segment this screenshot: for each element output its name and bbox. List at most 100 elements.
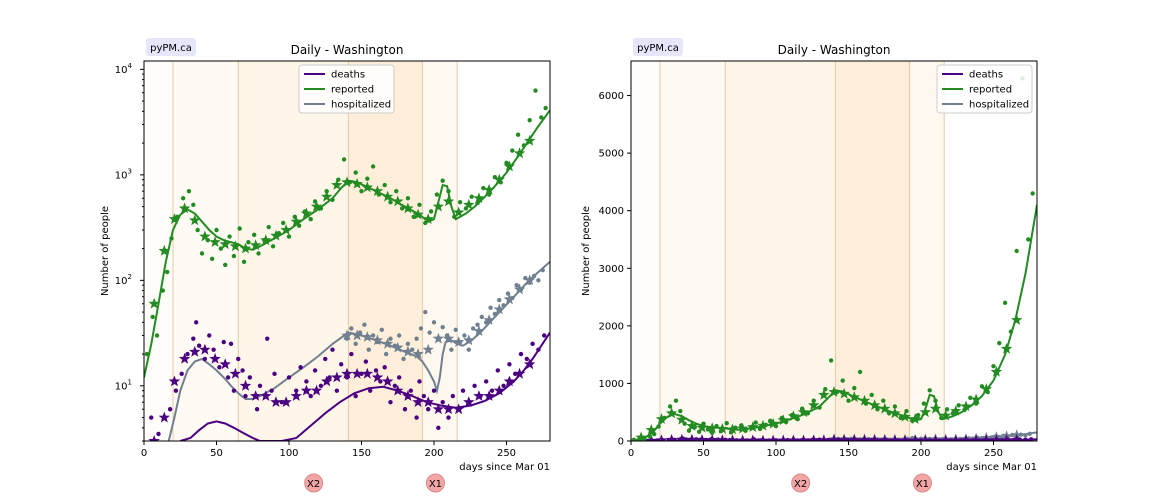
x-tick-label: 100 [766,448,785,459]
reported-weekly-star [808,399,820,411]
reported-weekly-star [331,179,343,190]
reported-weekly-star [665,407,678,419]
hospitalized-daily-point [440,324,445,330]
deaths-daily-point [327,375,332,380]
hospitalized-weekly-star [483,314,495,325]
reported-weekly-star [219,238,231,250]
deaths-daily-point [323,356,328,362]
deaths-daily-point [185,351,190,357]
reported-weekly-star [158,244,170,256]
reported-daily-point [1002,300,1008,306]
reported-weekly-star [950,405,962,416]
deaths-daily-point [495,368,500,373]
reported-daily-point [281,220,286,226]
hospitalized-daily-point [418,326,424,331]
period-markers: X2 X1 X2 X1 [304,473,932,493]
hospitalized-weekly-star [463,334,475,346]
reported-daily-point [382,182,387,188]
hospitalized-weekly-star [412,348,424,359]
deaths-weekly-star [858,434,871,441]
reported-daily-point [840,378,845,383]
deaths-daily-point [236,356,241,362]
reported-daily-point [388,200,393,205]
deaths-weekly-star [473,390,485,401]
deaths-daily-point [228,341,234,347]
tick-exponent: 3 [128,167,132,175]
hospitalized-weekly-star [381,337,394,349]
hospitalized-daily-point [453,327,458,332]
legend: deaths reported hospitalized [936,64,1033,114]
deaths-daily-point [231,388,237,393]
deaths-weekly-star [513,367,526,379]
x-tick-label: 150 [352,448,371,459]
reported-weekly-star [260,234,272,246]
reported-daily-point [186,188,192,194]
tick-base: 10 [115,65,128,76]
legend-frame [936,64,1033,114]
deaths-weekly-star [777,434,789,441]
reported-daily-point [270,244,276,249]
reported-daily-point [667,404,673,409]
deaths-weekly-star [442,403,455,415]
deaths-daily-point [436,425,441,431]
reported-daily-point [724,420,729,426]
reported-weekly-star [280,224,292,235]
badge-bg [633,38,683,56]
reported-daily-point [678,408,683,414]
deaths-weekly-star [929,434,942,441]
deaths-weekly-star [463,396,475,407]
reported-daily-point [405,196,411,201]
deaths-daily-point [518,351,524,357]
reported-weekly-star [229,240,242,252]
x-axis-label: days since Mar 01 [459,462,550,473]
deaths-daily-point [489,388,495,393]
hospitalized-weekly-star [493,303,505,315]
reported-daily-point [915,412,921,418]
deaths-daily-point [221,339,226,345]
deaths-weekly-star [199,343,211,355]
reported-daily-point [927,388,932,393]
deaths-weekly-star [736,434,749,441]
tick-base: 10 [115,170,128,181]
y-tick-label: 5000 [599,149,624,160]
deaths-weekly-star [767,434,779,441]
reported-daily-point [428,209,434,214]
deaths-weekly-star [909,434,921,441]
reported-daily-point [214,227,219,233]
deaths-daily-point [265,336,270,341]
axes-frame [630,60,1038,442]
deaths-weekly-star [209,352,221,364]
reported-daily-point [710,430,715,436]
reported-weekly-star [736,422,749,434]
period-band [422,61,458,441]
deaths-weekly-star [706,434,718,441]
reported-daily-point [365,176,370,181]
x-tick-label: 100 [279,448,298,459]
reported-daily-point [434,192,440,197]
deaths-daily-point [334,388,340,393]
reported-weekly-star [990,365,1003,377]
deaths-weekly-star [726,434,739,441]
deaths-weekly-star [148,435,160,441]
y-tick-label: 101 [115,378,132,392]
period-band [660,61,726,441]
reported-weekly-star [858,394,871,406]
deaths-weekly-star [361,367,373,379]
deaths-daily-point [417,379,422,384]
deaths-daily-point [269,388,274,393]
reported-weekly-star [168,213,181,224]
deaths-daily-point [542,333,547,338]
reported-weekly-star [696,421,708,433]
period-band [348,61,423,441]
hospitalized-weekly-star [432,332,445,344]
deaths-daily-point [373,368,379,373]
reported-daily-point [539,115,544,120]
deaths-weekly-star [980,434,992,441]
hospitalized-model-line [167,261,550,441]
deaths-daily-point [530,341,535,347]
axes-frame [143,60,551,442]
reported-daily-point [944,407,950,412]
reported-daily-point [440,178,445,183]
deaths-weekly-star [868,434,881,441]
reported-weekly-star [452,206,465,218]
